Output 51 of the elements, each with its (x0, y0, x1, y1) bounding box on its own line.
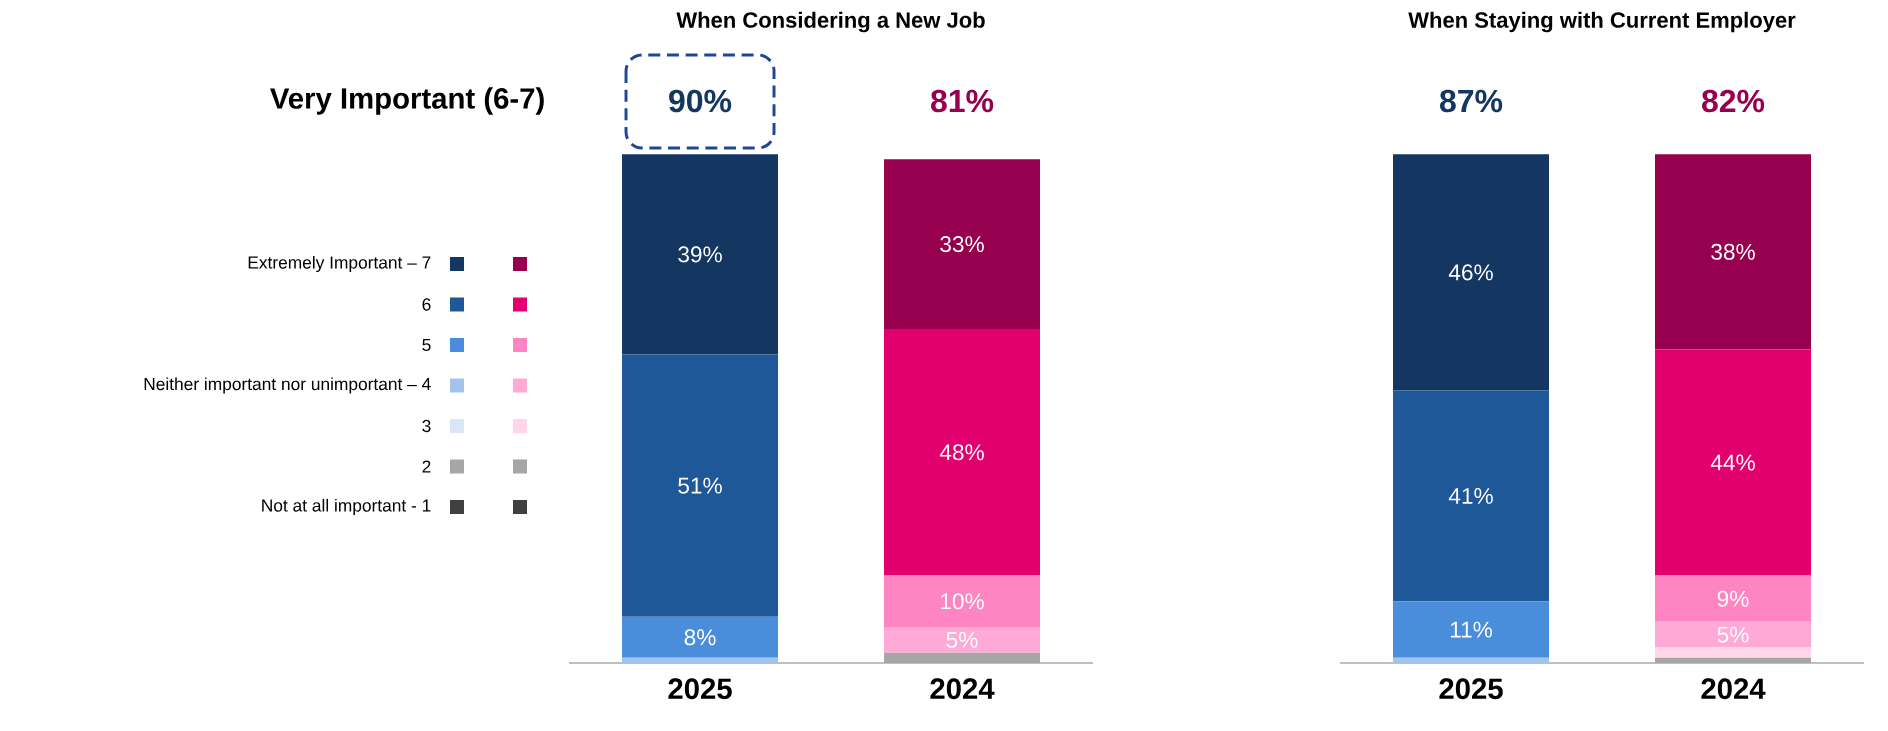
x-tick-label: 2024 (930, 678, 995, 700)
bar (1393, 154, 1550, 391)
bar (1655, 154, 1812, 350)
data-label: 48% (939, 444, 984, 461)
text: Very Important (6-7) (270, 87, 544, 115)
bar (1655, 657, 1812, 663)
text: 90% (669, 89, 732, 113)
legend-label: Neither important nor unimportant – 4 (144, 377, 431, 394)
data-label: 44% (1710, 454, 1755, 471)
x-tick-label: 2025 (1439, 678, 1503, 700)
bar (1393, 657, 1550, 663)
x-tick-label: 2025 (668, 678, 732, 700)
legend-label: Not at all important - 1 (262, 498, 431, 516)
bar (622, 154, 779, 355)
bar (884, 575, 1041, 628)
data-label: 51% (678, 477, 722, 494)
text: 87% (1440, 89, 1503, 113)
data-label: 10% (941, 593, 984, 610)
legend-label: 6 (422, 298, 431, 311)
data-label: 11% (1450, 621, 1493, 638)
bar (622, 354, 779, 617)
bar (1655, 575, 1812, 622)
x-tick-label: 2024 (1701, 678, 1766, 700)
bar (1655, 621, 1812, 648)
chart-title: When Considering a New Job (676, 11, 985, 33)
bar (622, 616, 779, 658)
data-label: 46% (1448, 264, 1493, 281)
bar (1655, 647, 1812, 658)
data-label: 41% (1448, 488, 1493, 504)
chart-title: When Staying with Current Employer (1408, 11, 1796, 33)
text: 82% (1702, 89, 1765, 113)
bar (884, 159, 1041, 329)
bar (1393, 390, 1550, 602)
bar (884, 328, 1041, 576)
legend-label: 3 (422, 419, 431, 433)
legend-label: Extremely Important – 7 (248, 255, 431, 273)
bar (622, 657, 779, 663)
data-label: 5% (946, 631, 978, 648)
bar (1393, 601, 1550, 658)
data-label: 39% (678, 246, 722, 263)
data-label: 5% (1717, 626, 1749, 643)
bar (884, 652, 1041, 663)
text: 81% (931, 89, 994, 113)
data-label: 8% (684, 629, 716, 646)
data-label: 33% (940, 236, 984, 253)
legend-label: 5 (422, 338, 431, 352)
bar (1655, 349, 1812, 576)
data-label: 9% (1717, 590, 1749, 607)
legend-label: 2 (422, 460, 431, 473)
bar (884, 627, 1041, 653)
data-label: 38% (1711, 243, 1755, 260)
